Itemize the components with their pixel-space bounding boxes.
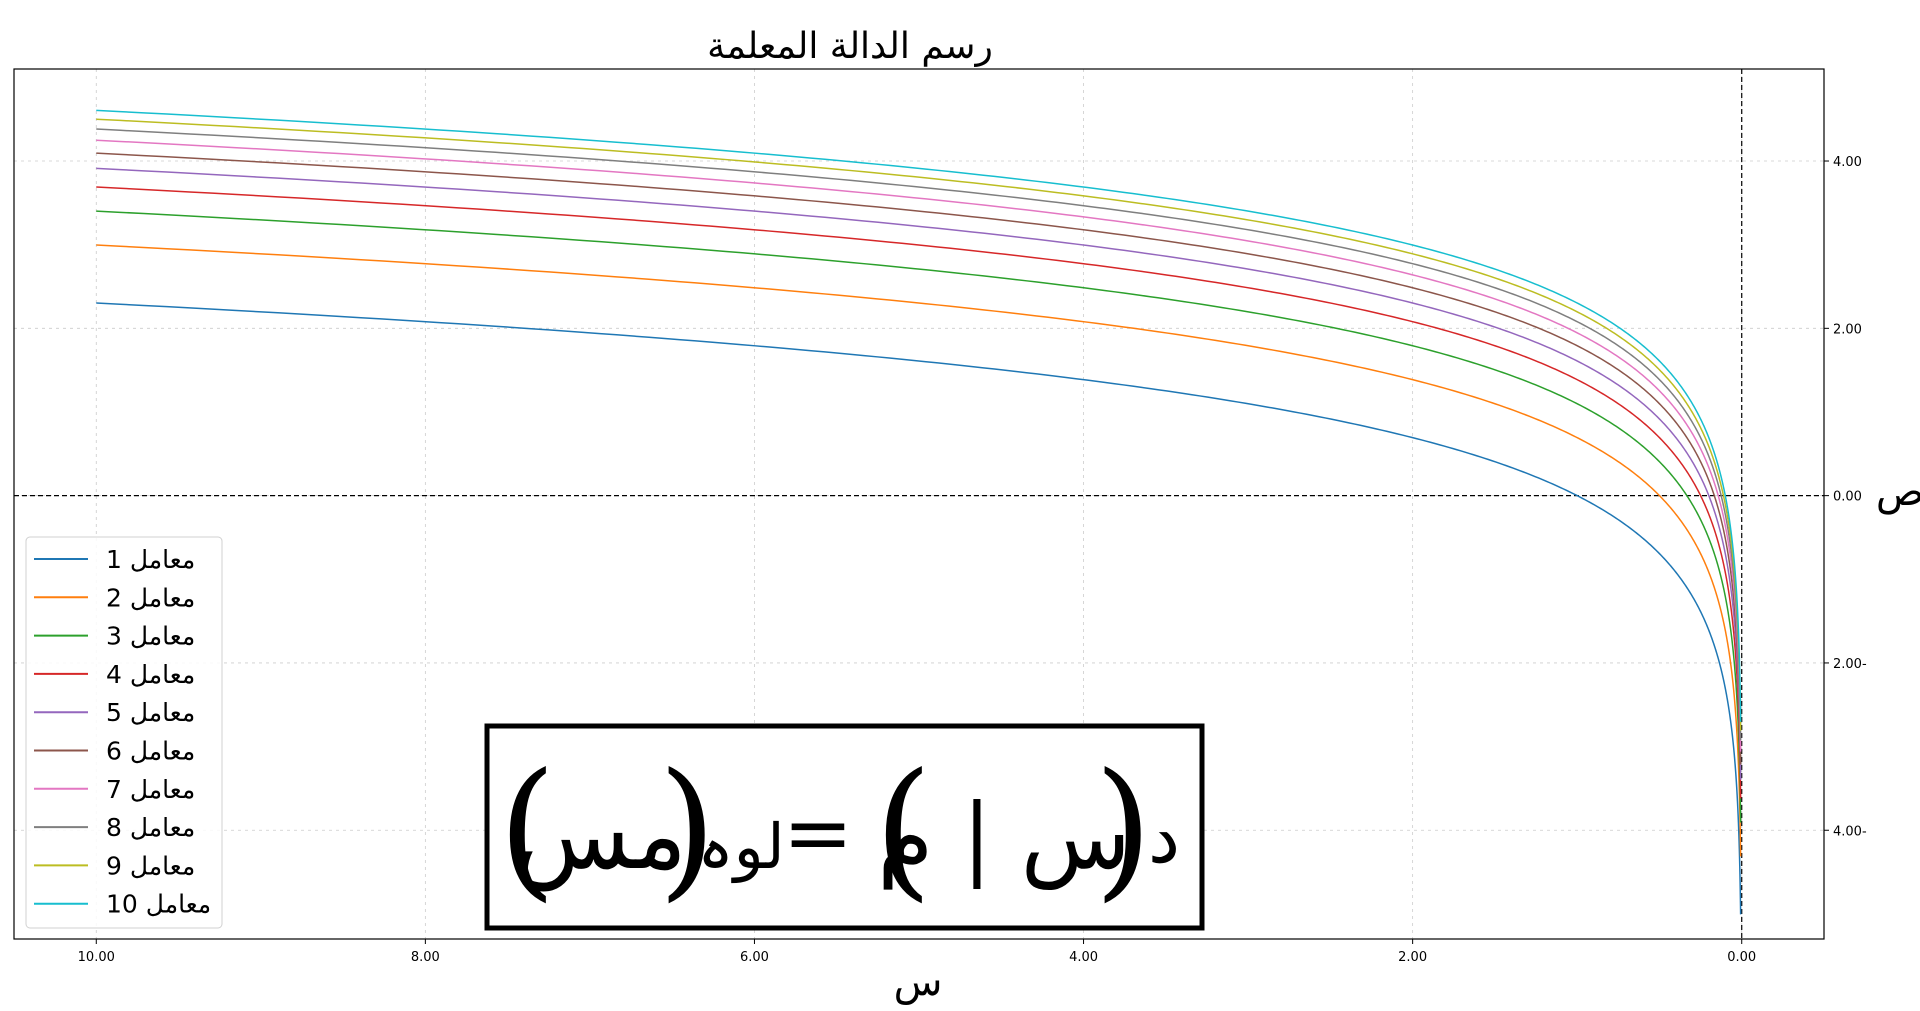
formula-lparen-inner: ( — [498, 742, 557, 916]
formula-rparen-inner: ) — [658, 742, 717, 916]
series-line-4 — [96, 186, 1742, 799]
reference-lines — [14, 69, 1824, 939]
series-line-2 — [96, 244, 1742, 857]
formula-log: لوہ — [697, 810, 784, 884]
x-tick-label-4: 2.00 — [1398, 950, 1427, 965]
legend-label-6: معامل 6 — [106, 737, 195, 766]
formula-equals: = — [783, 784, 853, 882]
x-axis-ticks: 10.00 8.00 6.00 4.00 2.00 0.00 — [78, 939, 1756, 965]
formula-inner: مس — [513, 779, 687, 892]
series-line-8 — [96, 128, 1742, 741]
y-tick-label-2: 0.00 — [1833, 490, 1862, 505]
formula-func: د — [1148, 795, 1180, 879]
y-tick-label-4: 4.00- — [1833, 824, 1867, 839]
x-axis-label: س — [894, 959, 943, 1005]
formula-arg: س | م — [877, 785, 1130, 890]
formula-box: ( مس ) لوہ = ( س | م ) د — [484, 723, 1205, 931]
legend: معامل 1 معامل 2 معامل 3 معامل 4 معامل 5 معامل… — [25, 536, 223, 929]
series-line-10 — [96, 109, 1742, 722]
series-group — [96, 109, 1742, 915]
y-axis-label: ص — [1876, 469, 1920, 515]
formula-frame — [484, 723, 1205, 931]
legend-label-8: معامل 8 — [106, 813, 195, 842]
series-line-5 — [96, 167, 1742, 780]
legend-label-3: معامل 3 — [106, 622, 195, 651]
legend-label-10: معامل 10 — [106, 890, 211, 919]
x-tick-label-1: 8.00 — [411, 950, 440, 965]
series-line-1 — [96, 302, 1742, 915]
formula-lparen-arg: ( — [874, 742, 933, 916]
x-tick-label-5: 0.00 — [1727, 950, 1756, 965]
legend-label-1: معامل 1 — [106, 545, 195, 574]
legend-label-9: معامل 9 — [106, 851, 195, 880]
legend-label-2: معامل 2 — [106, 583, 195, 612]
legend-label-5: معامل 5 — [106, 698, 195, 727]
series-line-7 — [96, 139, 1742, 752]
y-tick-label-1: 2.00 — [1833, 322, 1862, 337]
x-tick-label-3: 4.00 — [1069, 950, 1098, 965]
chart-title: رسم الدالة المعلمة — [707, 26, 993, 67]
formula-rparen-arg: ) — [1094, 742, 1153, 916]
series-line-3 — [96, 210, 1742, 823]
y-axis-ticks: 4.00 2.00 0.00 2.00- 4.00- — [1824, 155, 1867, 839]
plot-frame — [13, 68, 1825, 940]
x-tick-label-0: 10.00 — [78, 950, 115, 965]
x-tick-label-2: 6.00 — [740, 950, 769, 965]
legend-label-7: معامل 7 — [106, 775, 195, 804]
y-tick-label-3: 2.00- — [1833, 657, 1867, 672]
legend-label-4: معامل 4 — [106, 660, 195, 689]
y-tick-label-0: 4.00 — [1833, 155, 1862, 170]
